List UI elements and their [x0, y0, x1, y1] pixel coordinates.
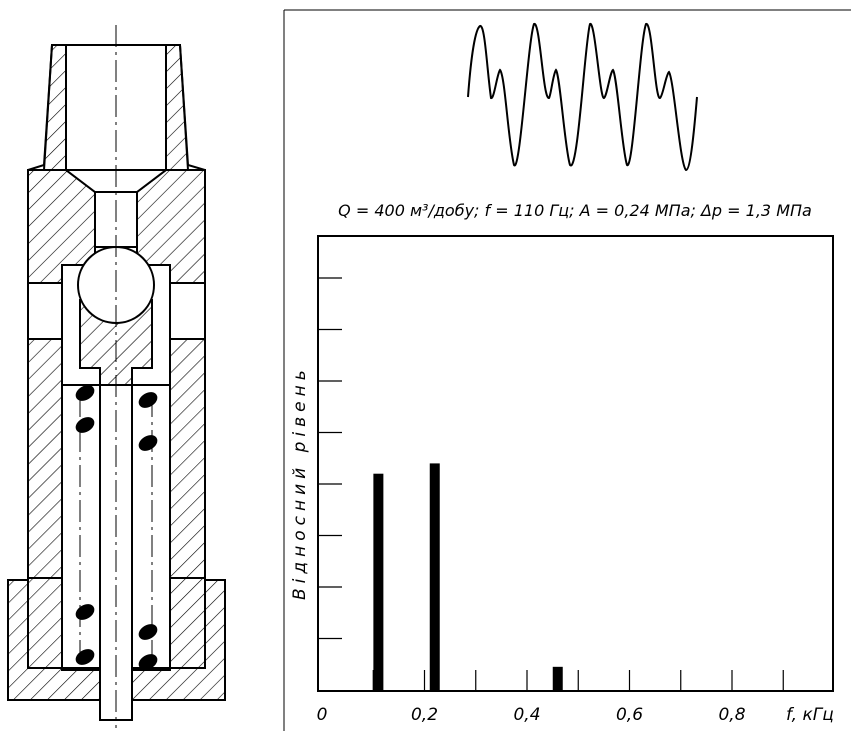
- side-port-left: [27, 282, 63, 340]
- spring-coils: [75, 385, 158, 670]
- pressure-waveform: [467, 22, 698, 172]
- base-nut: [7, 579, 101, 701]
- y-axis-label: Відносний рівень: [290, 365, 310, 600]
- x-ticks: [372, 670, 784, 690]
- spectrum-bar: [429, 463, 440, 690]
- test-parameters-caption: Q = 400 м³/добу; f = 110 Гц; A = 0,24 МП…: [338, 201, 812, 220]
- side-port-right: [169, 282, 206, 340]
- right-panel: Q = 400 м³/добу; f = 110 Гц; A = 0,24 МП…: [283, 9, 851, 731]
- x-tick-label: 0,6: [616, 705, 643, 725]
- chart-bars: [373, 463, 563, 690]
- spectrum-bar: [373, 473, 384, 690]
- x-axis-label: f, кГц: [786, 705, 834, 725]
- x-tick-label: 0: [317, 705, 328, 725]
- x-tick-label: 0,4: [513, 705, 540, 725]
- spectrum-bar: [552, 666, 563, 690]
- x-tick-label: 0,2: [411, 705, 438, 725]
- chart-frame: [317, 235, 834, 692]
- y-ticks: [318, 277, 342, 640]
- valve-section-drawing: [7, 25, 226, 728]
- x-tick-labels: 0 0,2 0,4 0,6 0,8: [317, 705, 746, 725]
- x-tick-label: 0,8: [718, 705, 745, 725]
- base-nut-right: [131, 579, 226, 701]
